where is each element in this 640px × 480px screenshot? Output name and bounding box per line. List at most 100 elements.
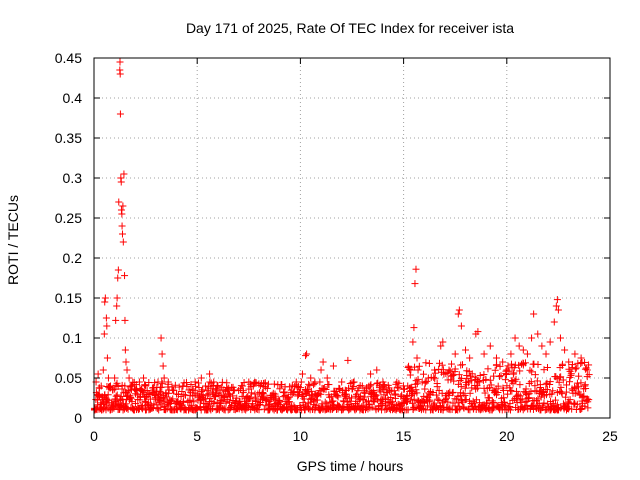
data-point (456, 405, 464, 413)
data-point (429, 388, 437, 396)
data-point (476, 371, 484, 379)
data-point (580, 392, 588, 400)
data-point (261, 379, 269, 387)
data-point (550, 318, 558, 326)
data-point (140, 374, 148, 382)
data-point (458, 361, 466, 369)
data-point (271, 396, 279, 404)
data-point (223, 385, 231, 393)
data-point (426, 396, 434, 404)
data-point (214, 382, 222, 390)
data-point (114, 266, 122, 274)
y-tick-label: 0.35 (55, 130, 82, 146)
data-point (459, 390, 467, 398)
data-point (491, 366, 499, 374)
data-point (542, 350, 550, 358)
data-point (146, 390, 154, 398)
data-point (113, 379, 121, 387)
data-point (321, 398, 329, 406)
data-point (247, 389, 255, 397)
data-point (210, 400, 218, 408)
data-point (168, 386, 176, 394)
data-point (554, 306, 562, 314)
data-point (400, 385, 408, 393)
y-axis: 0 0.05 0.1 0.15 0.2 0.25 0.3 0.35 0.4 0.45 (55, 50, 610, 426)
data-point (484, 365, 492, 373)
data-point (451, 365, 459, 373)
data-point (527, 388, 535, 396)
data-point (361, 393, 369, 401)
data-point (385, 386, 393, 394)
data-point (496, 372, 504, 380)
data-point (333, 392, 341, 400)
data-point (259, 389, 267, 397)
data-point (131, 400, 139, 408)
data-point (276, 385, 284, 393)
data-point (454, 310, 462, 318)
data-point (384, 381, 392, 389)
data-point (466, 389, 474, 397)
data-point (150, 386, 158, 394)
data-point (546, 380, 554, 388)
data-point (573, 400, 581, 408)
data-point (404, 397, 412, 405)
data-point (117, 392, 125, 400)
data-point (230, 386, 238, 394)
data-point (581, 358, 589, 366)
data-point (487, 381, 495, 389)
data-point (575, 372, 583, 380)
data-point (112, 316, 120, 324)
data-point (431, 375, 439, 383)
data-point (101, 294, 109, 302)
data-point (191, 378, 199, 386)
data-point (423, 402, 431, 410)
data-point (469, 397, 477, 405)
data-point (190, 398, 198, 406)
data-point (400, 394, 408, 402)
data-point (233, 394, 241, 402)
data-point (555, 378, 563, 386)
data-point (474, 328, 482, 336)
data-point (424, 374, 432, 382)
data-point (136, 396, 144, 404)
data-point (425, 359, 433, 367)
data-point (119, 202, 127, 210)
data-point (223, 379, 231, 387)
data-point (468, 376, 476, 384)
data-point (439, 399, 447, 407)
data-point (317, 390, 325, 398)
data-point (492, 354, 500, 362)
data-point (473, 382, 481, 390)
data-point (521, 359, 529, 367)
data-point (187, 380, 195, 388)
y-tick-label: 0.1 (63, 330, 83, 346)
data-point (581, 365, 589, 373)
data-point (143, 386, 151, 394)
data-point (526, 366, 534, 374)
x-tick-label: 20 (499, 428, 515, 444)
data-point (566, 396, 574, 404)
data-point (163, 393, 171, 401)
data-point (284, 394, 292, 402)
data-point (405, 362, 413, 370)
data-point (298, 390, 306, 398)
data-point (418, 378, 426, 386)
data-point (500, 386, 508, 394)
data-point (411, 280, 419, 288)
data-point (246, 395, 254, 403)
data-point (480, 350, 488, 358)
data-point (561, 346, 569, 354)
data-point (116, 58, 124, 66)
data-point (264, 380, 272, 388)
data-point (328, 397, 336, 405)
data-point (572, 364, 580, 372)
data-point (527, 378, 535, 386)
data-point (523, 401, 531, 409)
data-point (420, 370, 428, 378)
data-point (414, 366, 422, 374)
data-point (504, 362, 512, 370)
data-point (192, 405, 200, 413)
data-point (531, 371, 539, 379)
data-point (319, 358, 327, 366)
